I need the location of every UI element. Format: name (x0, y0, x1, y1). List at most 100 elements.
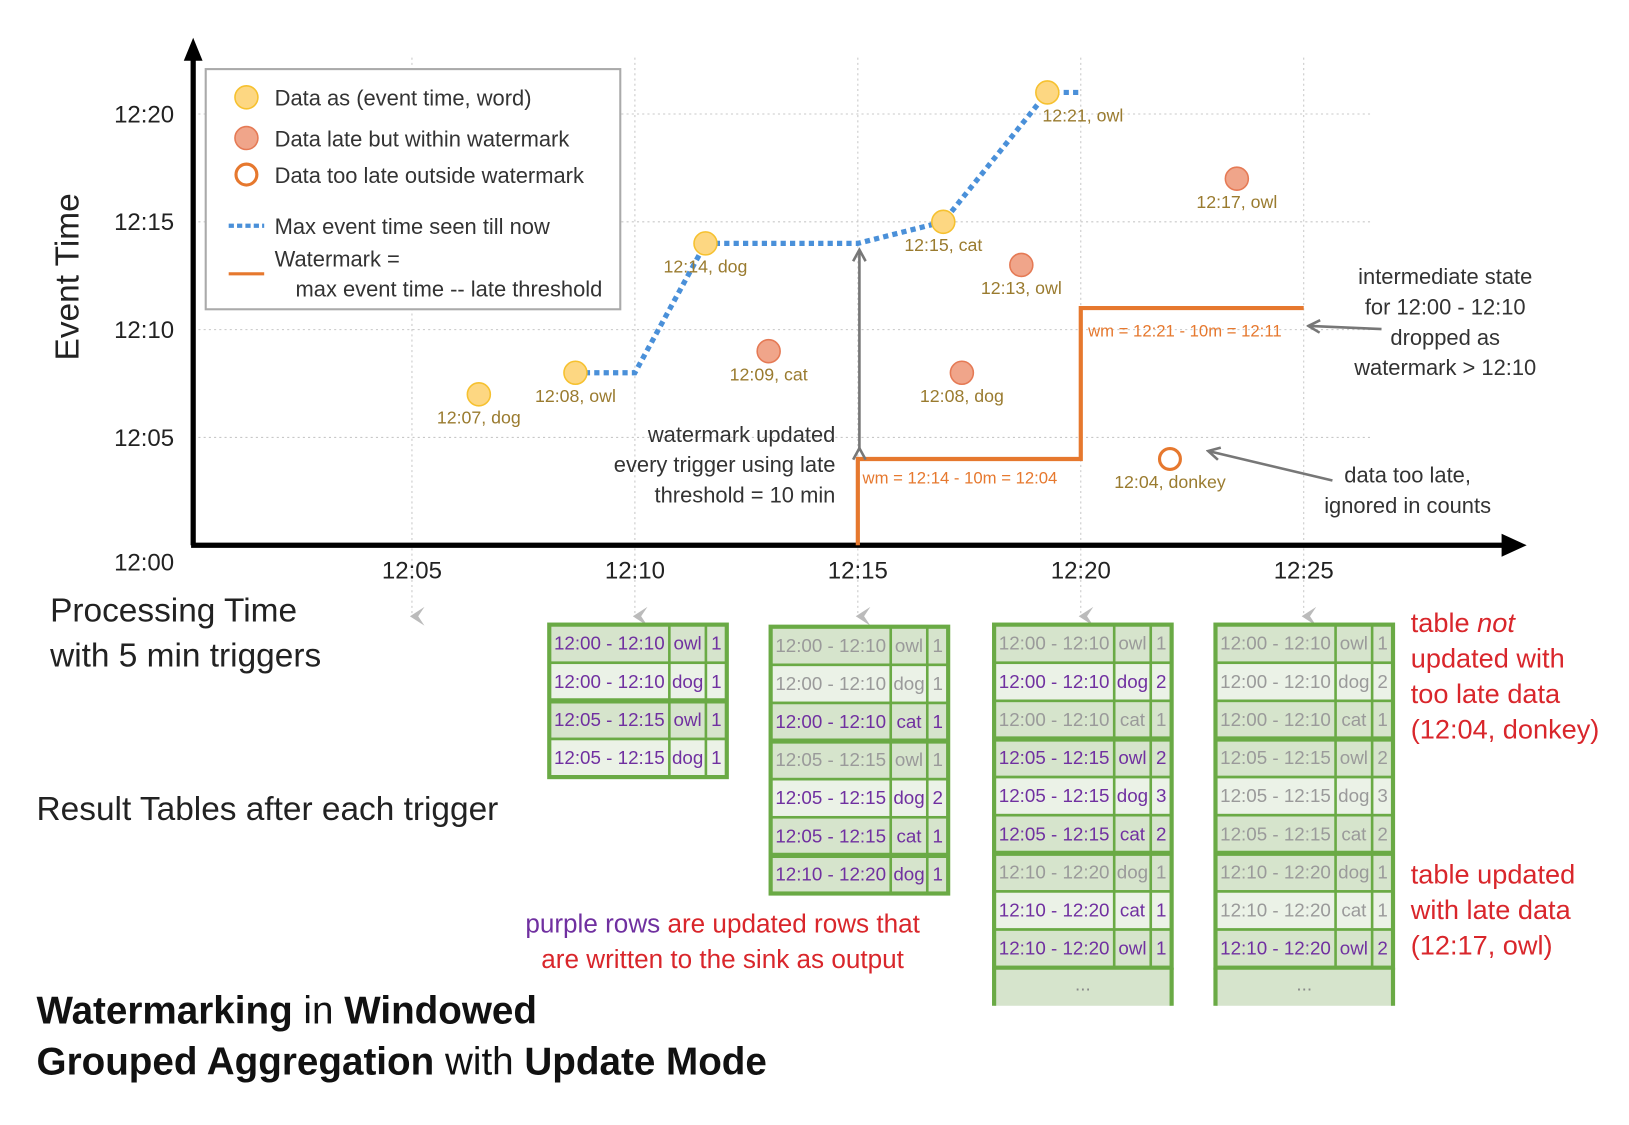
cell-window: 12:10 - 12:20 (1220, 899, 1331, 920)
data-point-label: 12:14, dog (664, 257, 748, 277)
cell-window: 12:00 - 12:10 (775, 711, 886, 732)
note-not-updated: table not (1411, 607, 1517, 638)
ellipsis: ... (1296, 974, 1312, 995)
annotations: watermark updated every trigger using lat… (614, 251, 1536, 518)
cell-window: 12:10 - 12:20 (999, 938, 1110, 959)
cell-word: owl (674, 709, 702, 730)
cell-window: 12:00 - 12:10 (554, 633, 665, 654)
table-border (1213, 622, 1396, 970)
data-point-label: 12:09, cat (730, 364, 808, 384)
row-background (992, 699, 1173, 741)
cell-count: 1 (932, 825, 942, 846)
watermark-label: wm = 12:21 - 10m = 12:11 (1087, 321, 1282, 340)
legend-marker-too-late (234, 162, 259, 187)
cell-count: 1 (1156, 633, 1166, 654)
row-background (769, 739, 950, 781)
legend-box (204, 68, 622, 311)
note-not-updated: too late data (1411, 678, 1561, 709)
cell-count: 1 (932, 863, 942, 884)
cell-window: 12:00 - 12:10 (1220, 709, 1331, 730)
cell-count: 1 (711, 747, 721, 768)
x-tick-label: 12:05 (382, 558, 442, 585)
row-background (992, 623, 1173, 665)
cell-count: 1 (1377, 899, 1387, 920)
caption-purple-rows: purple rows (525, 909, 660, 939)
table-row: 12:05 - 12:15 owl 2 (1214, 736, 1395, 779)
annotation-watermark-updated: watermark updated (647, 422, 836, 447)
cell-window: 12:00 - 12:10 (775, 635, 886, 656)
cell-count: 2 (1156, 747, 1166, 768)
legend-label: max event time -- late threshold (296, 277, 603, 302)
legend: Data as (event time, word) Data late but … (204, 68, 622, 311)
legend-label: Data too late outside watermark (275, 163, 584, 188)
cell-word: dog (1338, 671, 1369, 692)
data-point-too-late (1157, 447, 1182, 472)
data-point-label: 12:08, dog (920, 386, 1004, 406)
result-tables-label: Result Tables after each trigger (37, 791, 499, 828)
cell-word: owl (895, 635, 923, 656)
annotation-intermediate-state: for 12:00 - 12:10 (1365, 294, 1526, 319)
table-row: 12:05 - 12:15 owl 1 (769, 738, 950, 781)
title-part: Watermarking (37, 990, 293, 1033)
table-row: 12:05 - 12:15 owl 1 (547, 698, 729, 741)
cell-count: 2 (1377, 823, 1387, 844)
cell-word: cat (1341, 823, 1367, 844)
table-row: 12:00 - 12:10 cat 1 (992, 699, 1173, 741)
result-table-12:25: 12:00 - 12:10 owl 112:00 - 12:10 dog 212:00 … (1213, 622, 1396, 1006)
note-updated: table updated (1411, 859, 1576, 890)
title-part: with (434, 1041, 524, 1084)
cell-count: 1 (1156, 861, 1166, 882)
table-row: 12:05 - 12:15 dog 2 (769, 777, 950, 819)
data-point-label: 12:17, owl (1196, 192, 1277, 212)
cell-count: 1 (1377, 861, 1387, 882)
y-tick-label: 12:15 (114, 209, 174, 236)
cell-count: 1 (932, 749, 942, 770)
x-tick-label: 12:20 (1051, 558, 1111, 585)
y-axis-arrowhead (183, 37, 203, 61)
y-tick-label: 12:05 (114, 425, 174, 452)
cell-word: dog (1117, 671, 1148, 692)
data-point-late (756, 338, 781, 364)
cell-count: 2 (932, 787, 942, 808)
x-tick-label: 12:10 (605, 558, 665, 585)
cell-word: owl (674, 633, 702, 654)
cell-window: 12:00 - 12:10 (775, 673, 886, 694)
caption-line-2: are written to the sink as output (541, 944, 904, 974)
cell-count: 1 (932, 673, 942, 694)
diagram-title: Watermarking in Windowed (37, 990, 537, 1033)
cell-word: cat (1120, 709, 1146, 730)
cell-word: cat (1120, 899, 1146, 920)
cell-count: 1 (1377, 633, 1387, 654)
table-row: 12:05 - 12:15 dog 3 (1214, 775, 1395, 817)
ellipsis-row (1215, 967, 1394, 1006)
x-tick-label: 12:15 (828, 558, 888, 585)
cell-word: dog (893, 863, 924, 884)
cell-word: cat (896, 825, 922, 846)
legend-label: Watermark = (275, 246, 400, 271)
cell-window: 12:05 - 12:15 (775, 825, 886, 846)
cell-word: dog (672, 747, 703, 768)
x-axis-label: with 5 min triggers (49, 637, 321, 674)
table-row: 12:05 - 12:15 owl 2 (992, 736, 1173, 779)
table-border (768, 624, 951, 896)
caption-text: are updated rows that (660, 909, 920, 939)
row-background (769, 701, 950, 743)
row-background (547, 737, 729, 779)
cell-word: dog (893, 787, 924, 808)
title-part: in (293, 990, 345, 1033)
cell-word: dog (893, 673, 924, 694)
cell-window: 12:05 - 12:15 (1220, 747, 1331, 768)
table-row: 12:10 - 12:20 dog 1 (769, 852, 950, 895)
cell-window: 12:05 - 12:15 (999, 823, 1110, 844)
table-row: 12:10 - 12:20 owl 1 (992, 928, 1173, 969)
table-border (547, 622, 729, 780)
arrow-icon (1209, 451, 1333, 482)
cell-word: owl (895, 749, 923, 770)
data-point-label: 12:04, donkey (1114, 472, 1226, 492)
cell-window: 12:10 - 12:20 (775, 863, 886, 884)
cell-word: cat (1120, 823, 1146, 844)
cell-word: dog (672, 671, 703, 692)
table-row: 12:10 - 12:20 dog 1 (992, 850, 1173, 893)
cell-word: dog (1117, 861, 1148, 882)
table-row: 12:00 - 12:10 owl 1 (547, 623, 729, 665)
